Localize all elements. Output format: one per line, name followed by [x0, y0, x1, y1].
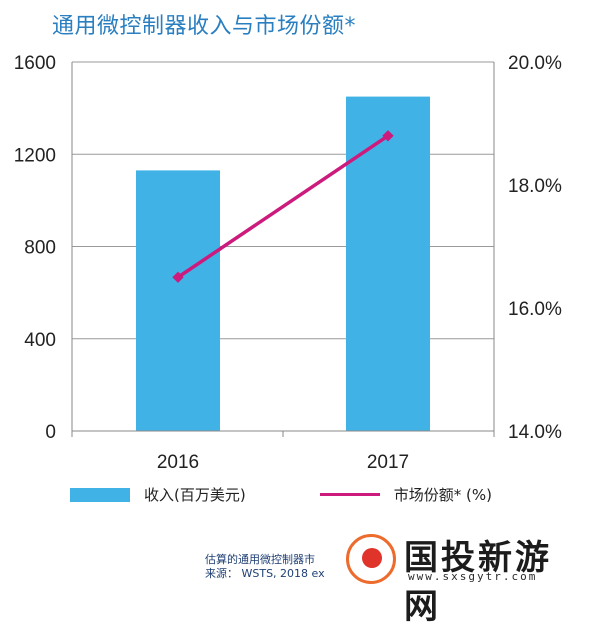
- chart-area: 0 400 800 1200 1600 14.0% 16.0% 18.0% 20.0% 201…: [14, 53, 562, 473]
- line-series: [172, 130, 394, 283]
- watermark-logo: 国投新游网 www.sxsgytr.com: [338, 528, 588, 627]
- left-tick-label: 800: [24, 238, 56, 259]
- gridlines: [72, 61, 494, 340]
- x-axis-ticks: 2016 2017: [157, 452, 409, 473]
- right-tick-label: 14.0%: [508, 422, 562, 443]
- legend-bar-swatch: [70, 487, 130, 502]
- left-tick-label: 1200: [14, 145, 56, 166]
- bar-2017: [346, 96, 430, 431]
- watermark-url: www.sxsgytr.com: [408, 570, 538, 583]
- footnote-line-1: 估算的通用微控制器市: [205, 553, 315, 566]
- x-tick-label: 2017: [367, 452, 409, 473]
- ladybug-icon: [346, 534, 396, 584]
- right-tick-label: 20.0%: [508, 53, 562, 74]
- legend: 收入(百万美元) 市场份额* (%): [70, 484, 492, 505]
- legend-line-swatch: [319, 493, 380, 496]
- footnote: 估算的通用微控制器市 来源： WSTS, 2018 ex: [205, 553, 325, 581]
- line-point-2016: [172, 271, 184, 283]
- left-tick-label: 1600: [14, 53, 56, 74]
- right-tick-label: 16.0%: [508, 299, 562, 320]
- footnote-line-2: 来源： WSTS, 2018 ex: [205, 567, 325, 580]
- line-point-2017: [382, 130, 394, 142]
- left-tick-label: 400: [24, 330, 56, 351]
- bar-2016: [136, 170, 220, 432]
- legend-bar-label: 收入(百万美元): [144, 486, 246, 504]
- market-share-line: [177, 134, 389, 279]
- chart-title: 通用微控制器收入与市场份额*: [52, 14, 357, 39]
- axes: [71, 62, 495, 437]
- legend-line-label: 市场份额* (%): [393, 486, 492, 504]
- left-axis-ticks: 0 400 800 1200 1600: [14, 53, 56, 443]
- x-tick-label: 2016: [157, 452, 199, 473]
- left-tick-label: 0: [45, 422, 56, 443]
- bar-series: [136, 96, 430, 432]
- right-tick-label: 18.0%: [508, 176, 562, 197]
- right-axis-ticks: 14.0% 16.0% 18.0% 20.0%: [508, 53, 562, 443]
